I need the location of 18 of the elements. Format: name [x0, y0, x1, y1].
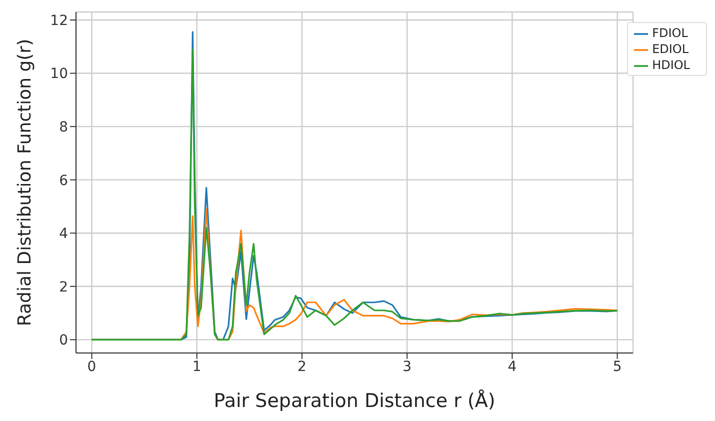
x-tick-label: 3	[402, 358, 412, 375]
y-tick-label: 4	[59, 226, 68, 242]
y-axis-title: Radial Distribution Function g(r)	[14, 38, 36, 326]
legend-label: HDIOL	[652, 58, 690, 72]
x-tick-label: 1	[192, 358, 202, 375]
x-tick-label: 5	[612, 358, 622, 375]
legend-label: FDIOL	[652, 26, 688, 40]
y-tick-label: 0	[59, 332, 68, 349]
y-tick-label: 10	[50, 66, 68, 82]
x-tick-label: 2	[298, 358, 306, 375]
x-tick-label: 0	[87, 358, 96, 375]
y-tick-label: 2	[59, 279, 68, 296]
y-tick-label: 6	[59, 172, 68, 189]
y-tick-label: 12	[50, 12, 68, 29]
legend-label: EDIOL	[652, 42, 689, 56]
x-tick-label: 4	[508, 358, 517, 375]
y-tick-label: 8	[59, 120, 68, 136]
x-axis-title: Pair Separation Distance r (Å)	[214, 389, 496, 412]
